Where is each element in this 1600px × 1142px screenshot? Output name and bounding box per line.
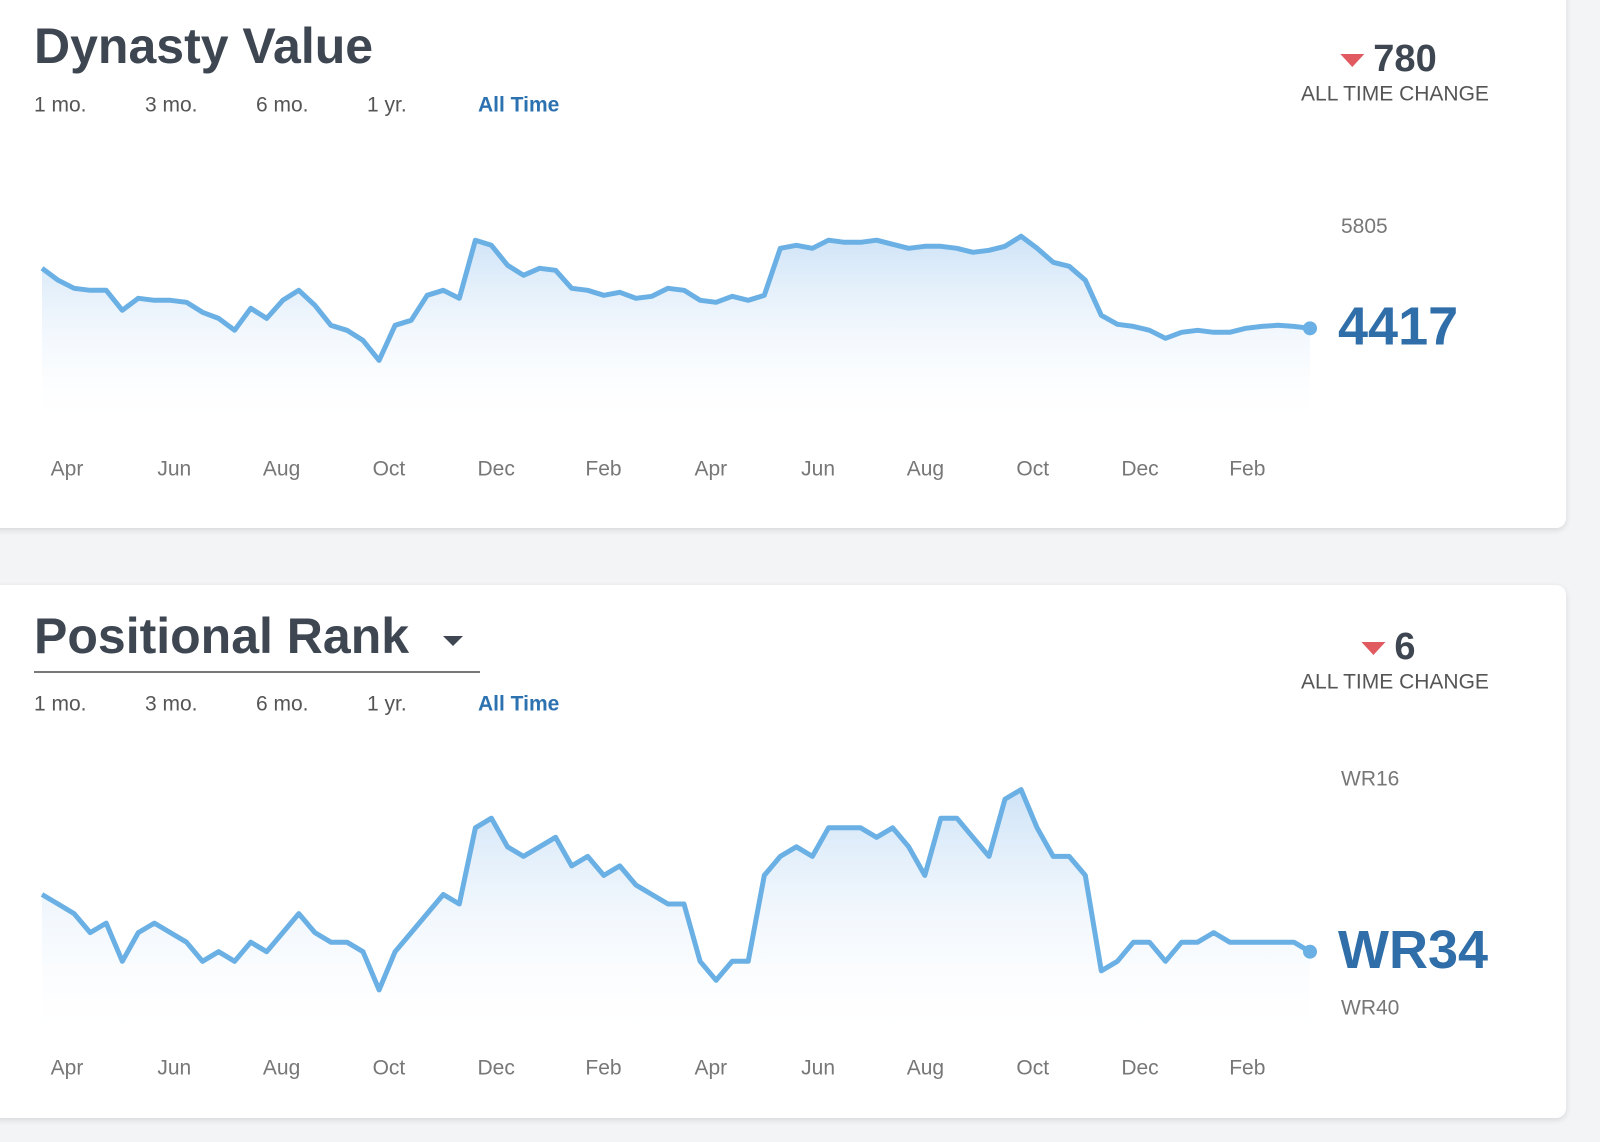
line (40, 787, 1312, 993)
x-tick-label: Apr (694, 458, 727, 481)
x-tick-label: Oct (1016, 458, 1049, 481)
x-tick-label: Aug (907, 1057, 944, 1080)
change-down-arrow (1361, 642, 1386, 655)
x-tick-label: Jun (157, 458, 191, 481)
y-tick-label: WR16 (1341, 768, 1399, 791)
current-value: WR34 (1338, 920, 1488, 980)
x-tick-label: Dec (1121, 458, 1158, 481)
x-tick-label: Dec (478, 458, 515, 481)
x-tick-label: Aug (263, 1057, 300, 1080)
area-fill (42, 236, 1310, 417)
change-value: 780 (1373, 38, 1436, 80)
range-button[interactable]: 6 mo. (256, 94, 309, 117)
x-tick-label: Feb (1229, 458, 1265, 481)
x-tick-label: Jun (801, 1057, 835, 1080)
x-tick-label: Aug (263, 458, 300, 481)
range-button[interactable]: All Time (478, 693, 559, 716)
change-value: 6 (1394, 626, 1415, 668)
x-tick-label: Apr (51, 1057, 84, 1080)
dropdown-arrow[interactable] (443, 636, 463, 646)
range-button[interactable]: All Time (478, 94, 559, 117)
current-value: 4417 (1338, 297, 1458, 357)
x-tick-label: Oct (373, 1057, 406, 1080)
range-button[interactable]: 1 yr. (367, 693, 407, 716)
card (0, 585, 1566, 1118)
range-button[interactable]: 1 yr. (367, 94, 407, 117)
y-tick-label: 5805 (1341, 215, 1388, 238)
chart-title: Dynasty Value (34, 18, 373, 74)
x-tick-label: Jun (801, 458, 835, 481)
x-tick-label: Apr (51, 458, 84, 481)
y-tick-label: WR40 (1341, 996, 1399, 1019)
range-button[interactable]: 1 mo. (34, 693, 87, 716)
range-button[interactable]: 6 mo. (256, 693, 309, 716)
x-tick-label: Dec (1121, 1057, 1158, 1080)
line (40, 233, 1311, 363)
x-tick-label: Apr (694, 1057, 727, 1080)
end-dot (1303, 321, 1317, 336)
end-dot (1303, 944, 1317, 959)
x-tick-label: Oct (373, 458, 406, 481)
x-tick-label: Feb (585, 458, 621, 481)
chart-title: Positional Rank (34, 608, 409, 664)
range-button[interactable]: 3 mo. (145, 94, 198, 117)
x-tick-label: Feb (585, 1057, 621, 1080)
change-label: ALL TIME CHANGE (1301, 83, 1489, 106)
x-tick-label: Dec (478, 1057, 515, 1080)
x-tick-label: Oct (1016, 1057, 1049, 1080)
x-tick-label: Jun (157, 1057, 191, 1080)
change-down-arrow (1340, 54, 1365, 67)
range-button[interactable]: 1 mo. (34, 94, 87, 117)
range-button[interactable]: 3 mo. (145, 693, 198, 716)
change-label: ALL TIME CHANGE (1301, 671, 1489, 694)
x-tick-label: Aug (907, 458, 944, 481)
x-tick-label: Feb (1229, 1057, 1265, 1080)
